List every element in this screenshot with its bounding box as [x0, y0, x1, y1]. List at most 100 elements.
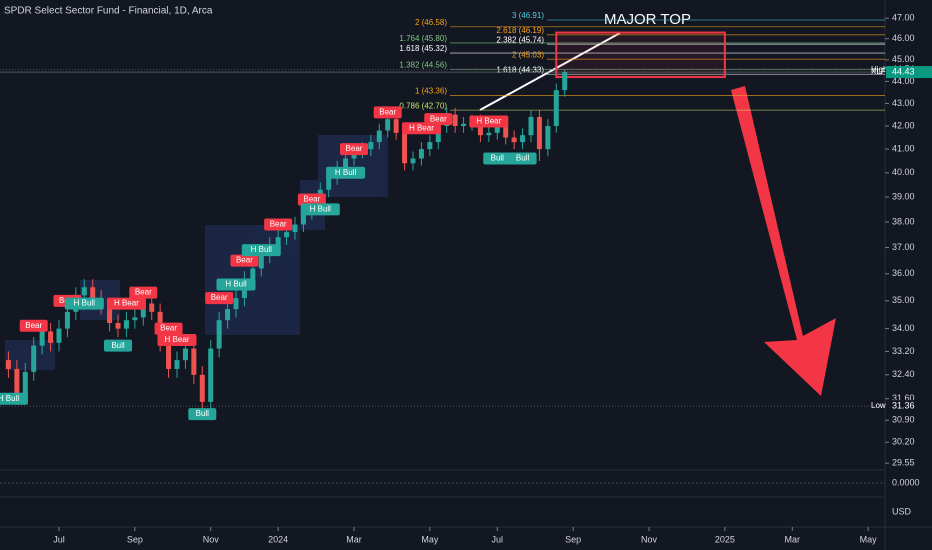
candle-body	[402, 132, 408, 164]
candle-body	[385, 119, 391, 131]
candle-body	[258, 255, 264, 269]
signal-label: Bear	[25, 321, 42, 330]
signal-label: H Bull	[0, 394, 19, 403]
signal-box	[188, 408, 217, 421]
x-tick-label: 2024	[268, 534, 288, 544]
signal-label: Bear	[135, 288, 152, 297]
signal-label: Bear	[160, 324, 177, 333]
candle-body	[31, 345, 37, 372]
price-badge-value: 31.36	[892, 400, 915, 410]
y-tick-label: 47.00	[892, 13, 915, 23]
candle-body	[14, 368, 20, 396]
candle-body	[132, 317, 138, 321]
candle-body	[376, 130, 382, 143]
trend-line	[479, 32, 621, 111]
zone	[5, 340, 55, 370]
price-badge-name: Low	[871, 401, 886, 410]
price-badge	[886, 66, 932, 79]
oscillator-label: 0.0000	[892, 477, 920, 487]
signal-label: Bear	[211, 293, 228, 302]
signal-label: Bear	[236, 256, 253, 265]
signal-box	[297, 193, 326, 206]
candle-body	[393, 119, 399, 133]
signal-label: H Bull	[310, 205, 332, 214]
candle-body	[494, 125, 500, 133]
y-tick-label: 31.60	[892, 393, 915, 403]
price-badge-name: High	[871, 65, 887, 74]
fib-label: 0.786 (42.70)	[399, 101, 447, 110]
y-tick-label: 30.90	[892, 415, 915, 425]
y-tick-label: 33.20	[892, 346, 915, 356]
candle-body	[503, 125, 509, 138]
signal-label: Bull	[516, 154, 530, 163]
candle-body	[182, 348, 188, 361]
candle-body	[292, 224, 298, 233]
currency: USD	[892, 506, 912, 516]
candle-body	[123, 320, 129, 329]
y-tick-label: 35.00	[892, 295, 915, 305]
candle-body	[90, 287, 96, 299]
candle-body	[410, 158, 416, 164]
signal-box	[508, 152, 537, 165]
signal-box	[469, 115, 509, 128]
signal-box	[326, 166, 366, 179]
fib-label: 3 (46.91)	[512, 11, 544, 20]
fib-label: 1 (43.36)	[415, 87, 447, 96]
signal-label: Bull	[491, 154, 505, 163]
y-tick-label: 37.00	[892, 242, 915, 252]
signal-box	[106, 297, 146, 310]
signal-label: Bull	[111, 341, 125, 350]
signal-box	[19, 319, 48, 332]
signal-label: Bull	[196, 409, 210, 418]
x-tick-label: Sep	[127, 534, 143, 544]
signal-label: H Bear	[476, 117, 501, 126]
signal-label: H Bull	[251, 245, 273, 254]
x-tick-label: May	[860, 534, 878, 544]
candle-body	[81, 287, 87, 296]
x-tick-label: 2025	[715, 534, 735, 544]
signal-label: Bear	[270, 220, 287, 229]
signal-box	[154, 322, 183, 335]
candle-body	[418, 149, 424, 159]
y-tick-label: 44.00	[892, 76, 915, 86]
y-tick-label: 38.00	[892, 216, 915, 226]
x-tick-label: Nov	[641, 534, 658, 544]
x-tick-label: Jul	[53, 534, 65, 544]
signal-box	[230, 254, 259, 267]
fib-label: 2 (46.58)	[415, 18, 447, 27]
candle-body	[477, 121, 483, 136]
y-tick-label: 29.55	[892, 457, 915, 467]
fib-label: 1.382 (44.56)	[399, 60, 447, 69]
candle-body	[166, 342, 172, 369]
down-arrow	[731, 86, 836, 396]
fib-label: 1.764 (45.80)	[399, 34, 447, 43]
candle-body	[149, 303, 155, 312]
candle-body	[140, 303, 146, 318]
candle-body	[562, 72, 568, 91]
signal-label: Bear	[379, 108, 396, 117]
candle-body	[250, 268, 256, 280]
signal-box	[401, 122, 441, 135]
price-badge-value: 44.43	[892, 66, 915, 76]
fib-label: 2.382 (45.74)	[496, 35, 544, 44]
signal-box	[64, 297, 104, 310]
target-box	[555, 31, 726, 79]
chart-title: SPDR Select Sector Fund - Financial, 1D,…	[4, 6, 213, 17]
fib-label: 2.618 (46.19)	[496, 26, 544, 35]
signal-box	[373, 106, 402, 119]
signal-box	[483, 152, 512, 165]
signal-box	[241, 244, 281, 257]
candle-body	[545, 125, 551, 150]
signal-box	[216, 278, 256, 291]
signal-box	[157, 333, 197, 346]
candle-body	[233, 298, 239, 310]
signal-box	[300, 203, 340, 216]
y-tick-label: 45.00	[892, 54, 915, 64]
candle-body	[284, 232, 290, 238]
signal-box	[0, 392, 28, 405]
y-tick-label: 42.00	[892, 120, 915, 130]
annotation: MAJOR TOP	[604, 11, 691, 28]
y-tick-label: 46.00	[892, 33, 915, 43]
